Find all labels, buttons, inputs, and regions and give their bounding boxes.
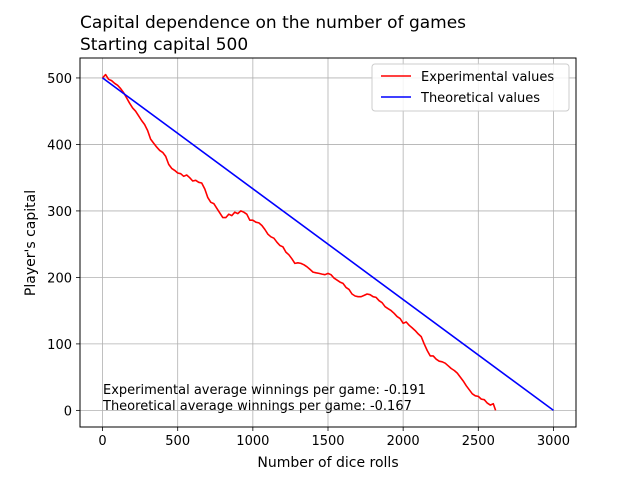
legend: Experimental values Theoretical values xyxy=(371,63,570,112)
annotation-experimental: Experimental average winnings per game: … xyxy=(103,383,426,398)
legend-box xyxy=(371,63,570,112)
experimental-values-line xyxy=(101,73,497,411)
x-tick-label: 2500 xyxy=(462,434,495,449)
y-tick-label: 200 xyxy=(47,271,72,286)
annotation-theoretical: Theoretical average winnings per game: -… xyxy=(102,399,412,414)
y-tick-label: 0 xyxy=(64,404,72,419)
y-tick-label: 300 xyxy=(47,205,72,220)
y-tick-label: 400 xyxy=(47,138,72,153)
legend-label-theoretical: Theoretical values xyxy=(420,91,540,106)
x-tick-label: 2000 xyxy=(387,434,420,449)
x-tick-label: 3000 xyxy=(537,434,570,449)
theoretical-values-line xyxy=(102,77,554,412)
y-tick-label: 100 xyxy=(47,338,72,353)
chart-title: Capital dependence on the number of game… xyxy=(80,13,466,33)
legend-label-experimental: Experimental values xyxy=(421,70,554,85)
x-axis-label: Number of dice rolls xyxy=(257,455,398,471)
ticks: 0 500 1000 1500 2000 2500 3000 0 100 200 300 400 500 xyxy=(47,72,570,449)
x-tick-label: 1500 xyxy=(311,434,344,449)
y-axis-label: Player's capital xyxy=(23,190,39,296)
series-lines xyxy=(101,73,554,412)
x-tick-label: 1000 xyxy=(236,434,269,449)
x-tick-label: 0 xyxy=(98,434,106,449)
y-tick-label: 500 xyxy=(47,72,72,87)
x-tick-label: 500 xyxy=(165,434,190,449)
chart-subtitle: Starting capital 500 xyxy=(80,35,248,55)
